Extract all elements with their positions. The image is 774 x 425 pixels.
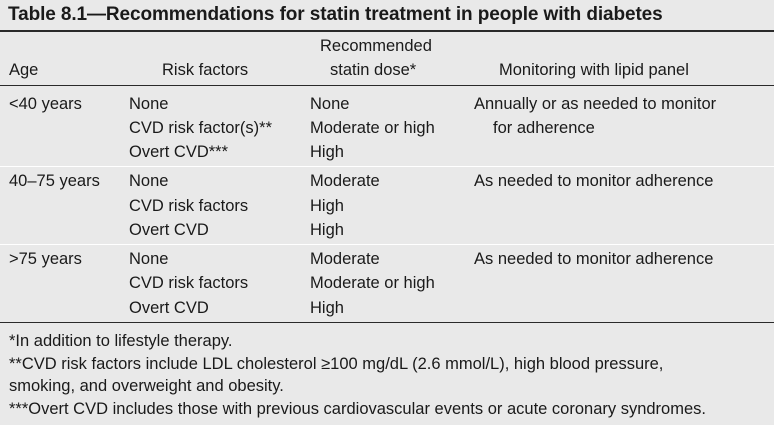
dose-cell: High (310, 221, 344, 239)
header-age: Age (9, 61, 39, 79)
age-cell: <40 years (9, 95, 82, 113)
row-divider (0, 166, 774, 167)
risk-factor-cell: None (129, 172, 169, 190)
table-bottom-rule (0, 322, 774, 323)
footnote: *In addition to lifestyle therapy. (9, 332, 233, 350)
risk-factor-cell: Overt CVD*** (129, 143, 229, 161)
table-top-rule (0, 30, 774, 32)
risk-factor-cell: Overt CVD (129, 221, 209, 239)
age-cell: 40–75 years (9, 172, 100, 190)
monitoring-cell: for adherence (493, 119, 595, 137)
risk-factor-cell: Overt CVD (129, 299, 209, 317)
dose-cell: Moderate or high (310, 119, 435, 137)
table-title: Table 8.1—Recommendations for statin tre… (8, 4, 663, 25)
risk-factor-cell: None (129, 95, 169, 113)
dose-cell: Moderate (310, 172, 380, 190)
header-risk-factors: Risk factors (162, 61, 249, 79)
dose-cell: High (310, 299, 344, 317)
monitoring-cell: As needed to monitor adherence (474, 172, 714, 190)
age-cell: >75 years (9, 250, 82, 268)
dose-cell: High (310, 197, 344, 215)
risk-factor-cell: None (129, 250, 169, 268)
header-statin-dose-line1: Recommended (320, 37, 432, 55)
row-divider (0, 244, 774, 245)
monitoring-cell: As needed to monitor adherence (474, 250, 714, 268)
dose-cell: Moderate or high (310, 274, 435, 292)
dose-cell: Moderate (310, 250, 380, 268)
monitoring-cell: Annually or as needed to monitor (474, 95, 717, 113)
risk-factor-cell: CVD risk factors (129, 197, 249, 215)
footnote: smoking, and overweight and obesity. (9, 377, 284, 395)
footnote: ***Overt CVD includes those with previou… (9, 400, 706, 418)
footnote: **CVD risk factors include LDL cholester… (9, 355, 664, 373)
risk-factor-cell: CVD risk factor(s)** (129, 119, 273, 137)
header-bottom-rule (0, 85, 774, 86)
header-statin-dose-line2: statin dose* (330, 61, 417, 79)
header-monitoring: Monitoring with lipid panel (499, 61, 689, 79)
dose-cell: High (310, 143, 344, 161)
dose-cell: None (310, 95, 350, 113)
risk-factor-cell: CVD risk factors (129, 274, 249, 292)
